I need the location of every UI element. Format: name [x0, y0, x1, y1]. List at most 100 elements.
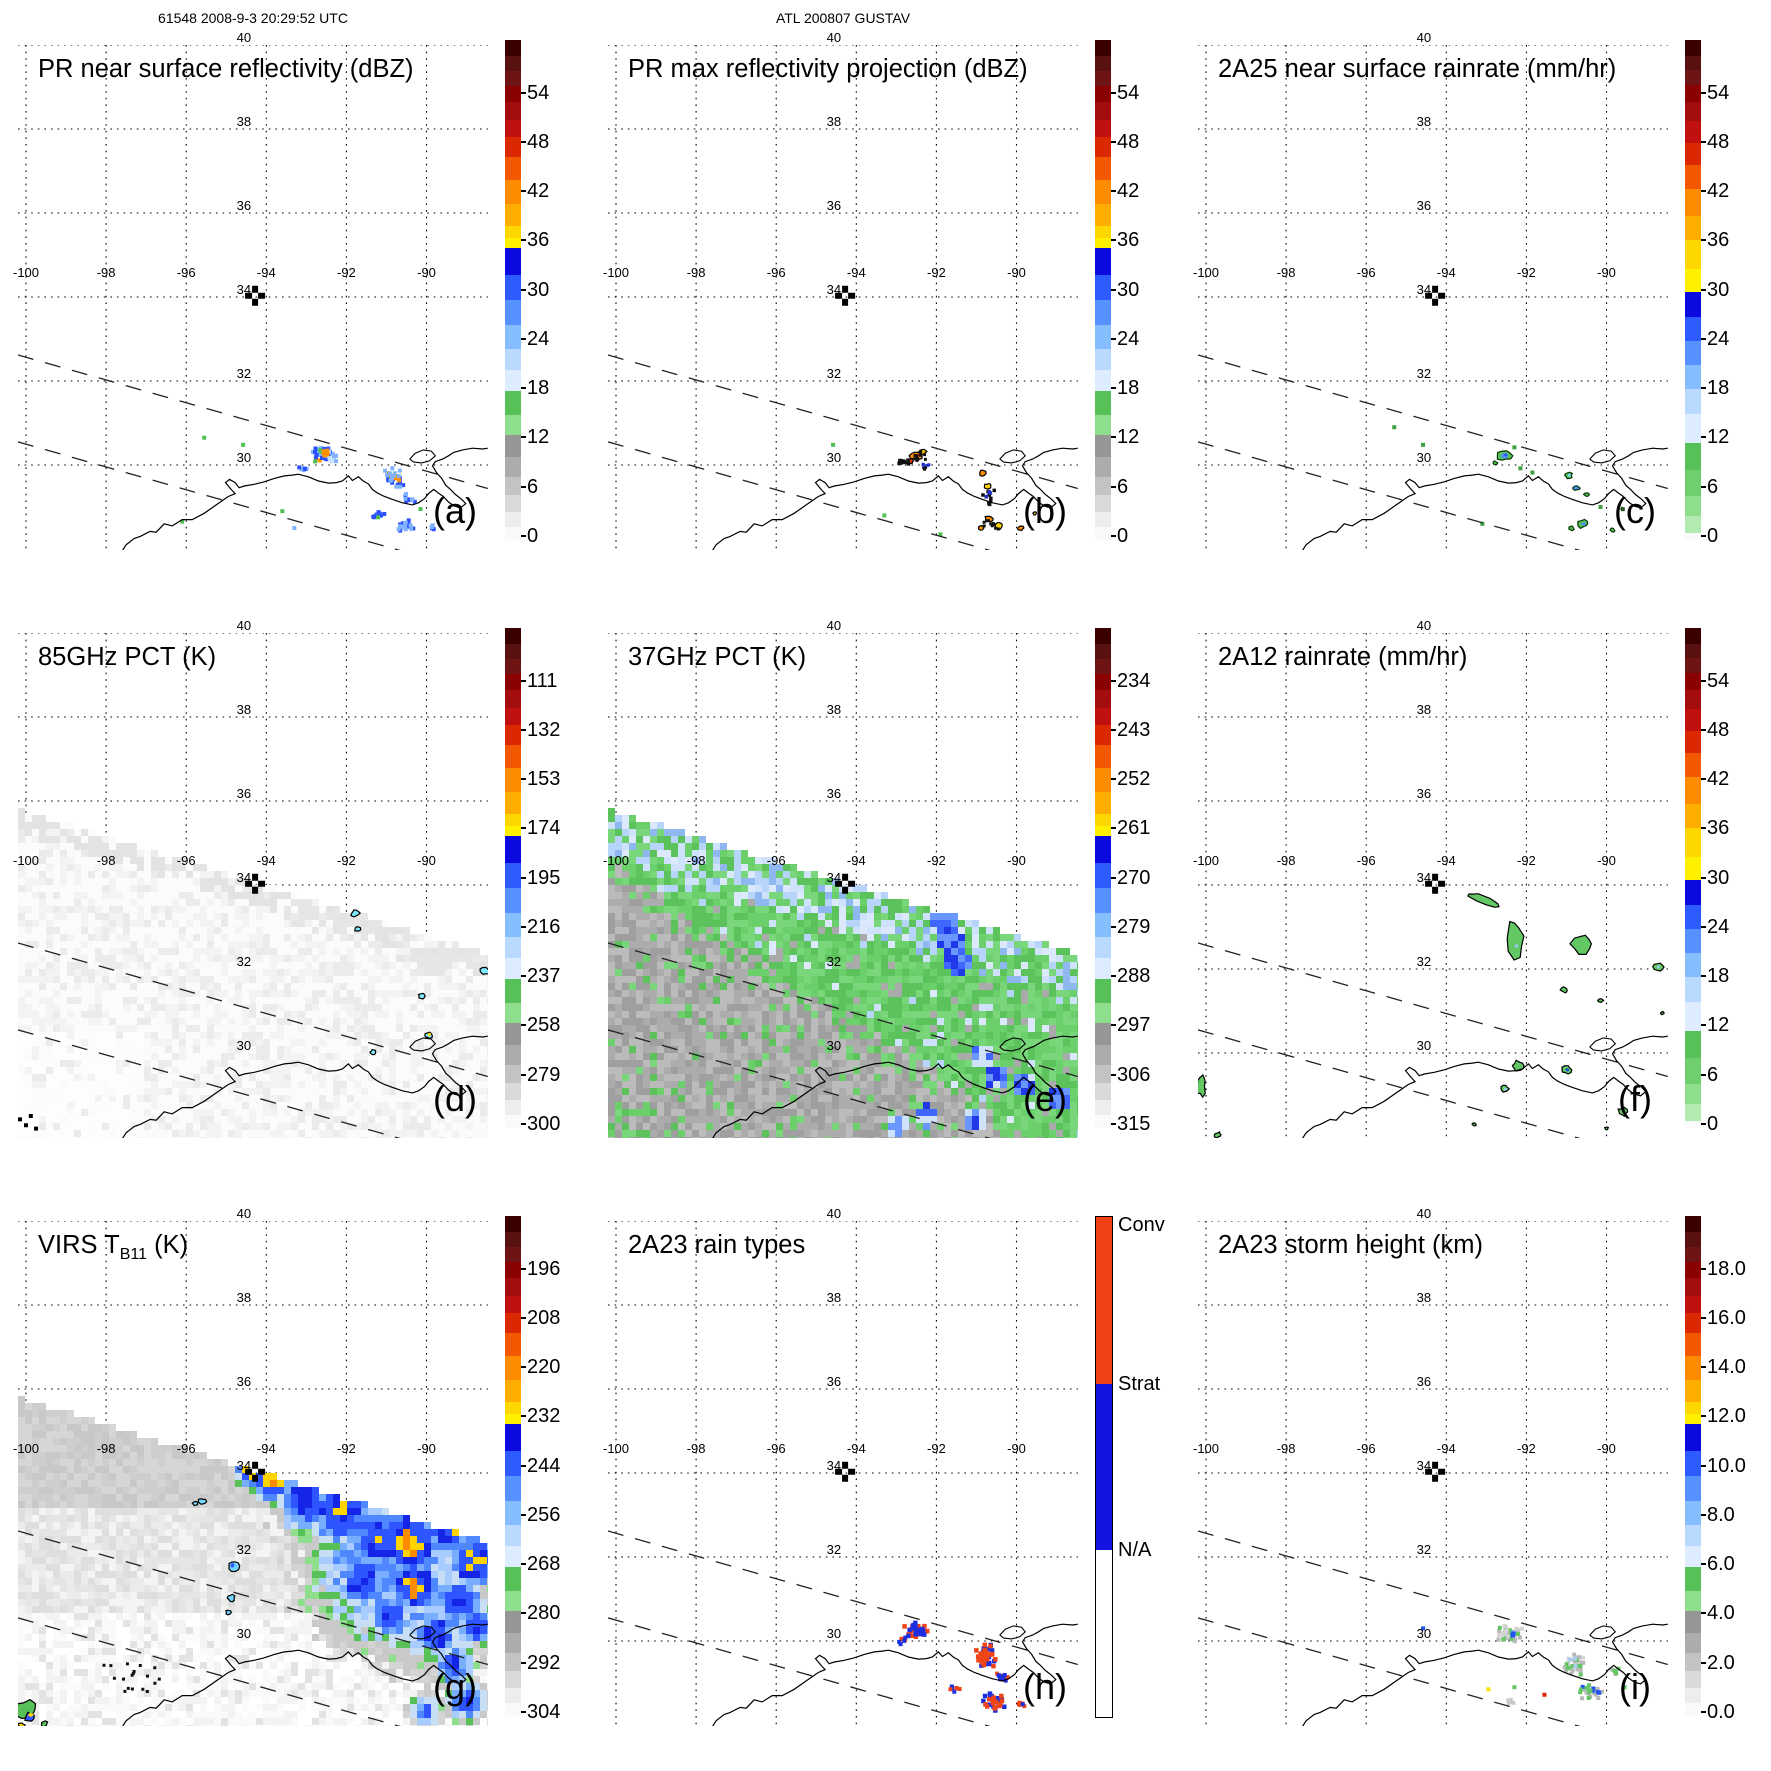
pixel-cluster — [1567, 1656, 1578, 1669]
lon-tick-label: -96 — [1357, 1441, 1376, 1456]
colorbar-segment — [505, 979, 521, 1003]
lon-tick-label: -98 — [1277, 1441, 1296, 1456]
storm-center-marker — [245, 285, 266, 306]
colorbar-segment — [1095, 1115, 1111, 1128]
data-blob — [40, 1720, 49, 1726]
colorbar-a: 54 48 42 36 30 24 18 12 6 0 — [505, 40, 549, 546]
colorbar-segment — [1685, 389, 1701, 414]
panel-title: 2A23 storm height (km) — [1218, 1231, 1483, 1259]
field-cells — [18, 829, 488, 1138]
pixel-cluster — [1578, 1683, 1593, 1700]
data-blob — [1559, 986, 1568, 994]
coastline — [712, 1623, 1078, 1726]
colorbar-tick — [1111, 1073, 1116, 1076]
data-dot — [1598, 505, 1603, 509]
colorbar-tick-label: 6 — [527, 475, 539, 498]
colorbar-tick-label: 0 — [527, 524, 539, 547]
swath-edge-lines — [18, 942, 488, 1138]
colorbar-tick — [521, 1122, 526, 1125]
lon-tick-label: -96 — [767, 265, 786, 280]
colorbar-segment — [1685, 1670, 1701, 1689]
lon-tick-label: -92 — [1517, 1441, 1536, 1456]
panel-title: 2A25 near surface rainrate (mm/hr) — [1218, 55, 1616, 83]
header-storm-name: ATL 200807 GUSTAV — [775, 10, 911, 26]
colorbar-tick-label: 18 — [527, 377, 550, 399]
lat-tick-label: 32 — [827, 954, 841, 969]
colorbar-segment — [1095, 247, 1111, 276]
data-dot — [882, 513, 887, 518]
pixel-cluster — [1496, 1623, 1525, 1639]
colorbar-segment — [1095, 813, 1111, 826]
colorbar-segment — [505, 247, 521, 276]
colorbar-segment — [1685, 469, 1701, 497]
panel-title: 37GHz PCT (K) — [628, 643, 806, 671]
panel-title: VIRS TB11 (K) — [38, 1231, 188, 1263]
lat-tick-label: 38 — [827, 1290, 841, 1305]
colorbar-tick — [521, 436, 526, 439]
lat-tick-label: 38 — [1417, 114, 1431, 129]
colorbar-segment — [505, 370, 521, 391]
storm-center-marker — [245, 1461, 266, 1482]
colorbar-segment — [1685, 1546, 1701, 1567]
colorbar-segment — [1685, 55, 1701, 71]
colorbar-tick-label: 42 — [1707, 180, 1730, 202]
colorbar-tick-label: 54 — [1117, 81, 1140, 104]
lon-tick-label: -94 — [257, 853, 276, 868]
lat-tick-label: 30 — [1417, 1038, 1431, 1053]
lon-tick-label: -94 — [1437, 265, 1456, 280]
colorbar-segment — [1685, 164, 1701, 189]
colorbar-tick-label: 24 — [1117, 327, 1140, 350]
colorbar-tick — [521, 728, 526, 731]
lon-tick-label: -98 — [687, 265, 706, 280]
pixel-cluster — [371, 510, 387, 520]
swath-edge-lines — [608, 1530, 1078, 1726]
pixel-cluster — [396, 520, 414, 532]
colorbar-segment — [1095, 863, 1111, 889]
data-dot — [1542, 1692, 1547, 1697]
colorbar-segment — [505, 690, 521, 708]
lat-tick-label: 40 — [827, 30, 841, 45]
colorbar-tick — [521, 485, 526, 488]
colorbar-segment — [1685, 1525, 1701, 1547]
lat-tick-label: 30 — [237, 1038, 251, 1053]
colorbar-segment — [1685, 1413, 1701, 1424]
lon-tick-label: -90 — [1597, 1441, 1616, 1456]
colorbar-tick-label: 292 — [527, 1651, 561, 1674]
lon-tick-label: -92 — [927, 853, 946, 868]
colorbar-segment — [1095, 1082, 1111, 1101]
lon-tick-label: -98 — [687, 853, 706, 868]
colorbar-tick-label: 174 — [527, 817, 561, 840]
colorbar-tick — [1111, 288, 1116, 291]
field-cells — [291, 1487, 487, 1704]
colorbar-tick — [521, 190, 526, 192]
colorbar-segment — [505, 1567, 521, 1591]
colorbar-h: Conv Strat N/A — [1095, 1215, 1165, 1718]
colorbar-segment — [505, 1688, 521, 1704]
colorbar-tick-label: Conv — [1118, 1213, 1165, 1236]
swath-edge-lines — [608, 942, 1078, 1138]
lat-tick-label: 30 — [827, 1038, 841, 1053]
lon-tick-label: -94 — [257, 1441, 276, 1456]
data-dot — [1392, 425, 1397, 430]
data-blob — [191, 1500, 199, 1507]
colorbar-segment — [505, 527, 521, 540]
storm-center-marker — [1425, 1461, 1446, 1482]
colorbar-segment — [1685, 1590, 1701, 1611]
colorbar-tick — [1701, 140, 1706, 143]
colorbar-tick-label: 280 — [527, 1602, 561, 1625]
colorbar-segment — [1685, 1567, 1701, 1591]
colorbar-tick-label: 0 — [1707, 1112, 1719, 1135]
colorbar-segment — [505, 1546, 521, 1567]
lat-tick-label: 30 — [827, 1626, 841, 1641]
field-cells — [284, 899, 480, 976]
colorbar-tick — [1701, 1267, 1706, 1270]
lat-tick-label: 40 — [1417, 1206, 1431, 1221]
swath-edge-lines — [18, 354, 488, 550]
data-dot — [1622, 1685, 1627, 1690]
storm-center-marker — [1425, 285, 1446, 306]
lat-tick-label: 36 — [237, 1374, 251, 1389]
colorbar-segment — [505, 863, 521, 889]
